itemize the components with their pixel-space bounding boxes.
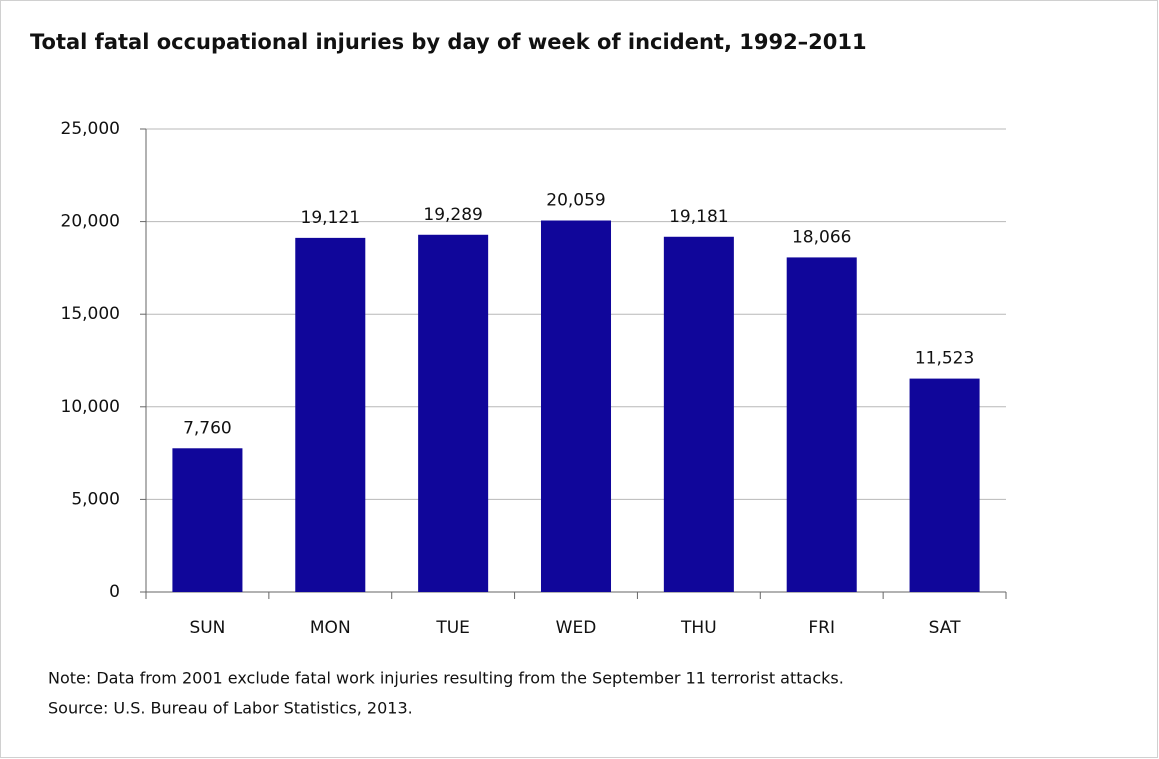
value-label: 19,121 [301, 208, 360, 228]
y-tick-label: 0 [109, 582, 120, 602]
note: Note: Data from 2001 exclude fatal work … [48, 669, 844, 688]
y-tick-label: 15,000 [61, 304, 120, 324]
value-label: 19,289 [423, 205, 482, 225]
x-tick-label: THU [680, 618, 717, 638]
x-tick-label: FRI [808, 618, 835, 638]
x-tick-label: MON [310, 618, 351, 638]
x-tick-label: SAT [929, 618, 961, 638]
bar [786, 257, 857, 592]
value-label: 19,181 [669, 207, 728, 227]
x-tick-label: WED [556, 618, 597, 638]
chart-title: Total fatal occupational injuries by day… [30, 30, 867, 54]
bar [295, 237, 366, 592]
bar [418, 234, 489, 593]
value-label: 7,760 [183, 418, 232, 438]
bar [172, 448, 243, 592]
value-label: 11,523 [915, 349, 974, 369]
bar [540, 220, 612, 592]
x-tick-label: SUN [189, 618, 225, 638]
value-label: 20,059 [546, 191, 605, 211]
source: Source: U.S. Bureau of Labor Statistics,… [48, 699, 413, 718]
bar [909, 378, 980, 592]
y-tick-label: 25,000 [61, 119, 120, 139]
value-label: 18,066 [792, 227, 851, 247]
x-tick-label: TUE [435, 618, 470, 638]
y-tick-label: 20,000 [61, 212, 120, 232]
y-tick-label: 5,000 [71, 489, 120, 509]
y-tick-label: 10,000 [61, 397, 120, 417]
bar [663, 236, 734, 592]
